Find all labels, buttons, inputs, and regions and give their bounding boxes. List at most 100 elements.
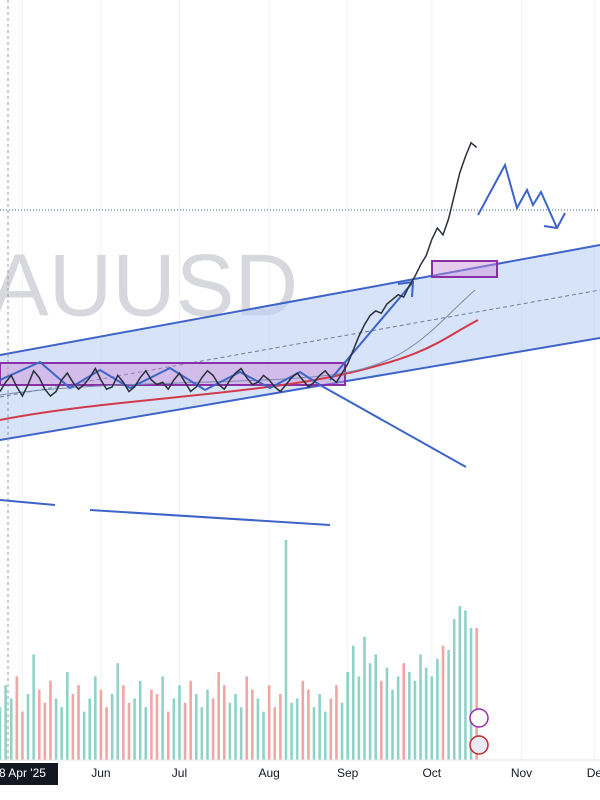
volume-bar: [43, 702, 47, 760]
x-tick-label: Jun: [91, 766, 110, 780]
volume-bar: [396, 676, 400, 760]
projection: [477, 162, 558, 229]
volume-bar: [267, 685, 271, 760]
arrowhead: [397, 280, 415, 298]
volume-bar: [346, 672, 349, 760]
volume-bar: [15, 676, 19, 760]
volume-bar: [65, 672, 69, 760]
volume-bar: [413, 680, 417, 760]
volume-bar: [94, 676, 97, 760]
moving-average: [0, 289, 476, 396]
moving-average: [0, 319, 479, 421]
volume-bar: [368, 663, 372, 760]
zigzag: [0, 360, 321, 392]
volume-bar: [138, 680, 142, 760]
x-ticks: 8 Apr '25 Jun Jul Aug Sep Oct Nov De: [0, 766, 600, 780]
volume-bar: [385, 667, 389, 760]
volume-bar: [110, 694, 114, 760]
volume-bar: [402, 663, 406, 760]
trend-line: [89, 509, 331, 526]
volume-bar: [391, 689, 394, 760]
volume-bar: [122, 685, 125, 760]
volume-bar: [284, 540, 288, 760]
arrow: [329, 281, 414, 381]
volume-bar: [458, 606, 462, 760]
volume-bar: [262, 711, 265, 760]
x-tick-label: Sep: [337, 766, 359, 780]
volume-bar: [99, 689, 103, 760]
volume-bar: [21, 711, 24, 760]
channel-bottom: [0, 337, 600, 441]
volume-bar: [430, 676, 434, 760]
volume-bar: [419, 654, 422, 760]
volume-bar: [239, 707, 243, 760]
event-icon[interactable]: [469, 708, 489, 728]
volume-bar: [172, 698, 176, 760]
volume-bar: [279, 694, 282, 760]
volume-bar: [26, 694, 30, 760]
volume-bar: [340, 702, 344, 760]
volume-bar: [178, 685, 181, 760]
x-tick-label: Oct: [422, 766, 441, 780]
volume-bar: [357, 676, 361, 760]
volume-bar: [312, 707, 316, 760]
volume-bar: [222, 685, 226, 760]
x-tick-label: Jul: [172, 766, 187, 780]
volume-bar: [144, 707, 148, 760]
volume-bar: [301, 680, 305, 760]
volume-bar: [37, 689, 41, 760]
zone-box: [431, 260, 498, 278]
volume-bar: [0, 707, 2, 760]
volume-bar: [127, 702, 131, 760]
volume-bar: [374, 654, 378, 760]
volume-bar: [351, 645, 355, 760]
channel-fill: [0, 245, 600, 440]
volume-bar: [4, 685, 7, 760]
volume-bar: [161, 676, 164, 760]
channel-top: [0, 244, 600, 356]
price: [0, 141, 478, 398]
volume-bar: [71, 694, 75, 760]
volume-bar: [60, 707, 63, 760]
volume-bar: [408, 672, 411, 760]
volume-bar: [329, 698, 333, 760]
volume-bar: [9, 698, 13, 760]
trend-line: [0, 499, 56, 506]
volume-bar: [217, 672, 220, 760]
volume-bar: [256, 698, 260, 760]
volume-bar: [166, 711, 170, 760]
volume-bar: [273, 707, 277, 760]
x-axis: [0, 760, 600, 800]
volume: [0, 540, 478, 760]
volume-bar: [206, 689, 209, 760]
volume-bar: [469, 628, 473, 760]
volume-bar: [475, 628, 478, 760]
volume-bar: [211, 698, 215, 760]
volume-bar: [32, 654, 35, 760]
date-highlight: [0, 763, 58, 785]
x-tick-label: De: [587, 766, 600, 780]
volume-bar: [49, 680, 52, 760]
volume-bar: [380, 680, 383, 760]
volume-bar: [133, 698, 136, 760]
volume-bar: [183, 702, 187, 760]
trend-line: [319, 384, 467, 468]
arrowhead: [543, 212, 566, 230]
volume-bar: [105, 707, 108, 760]
volume-bar: [251, 689, 254, 760]
volume-bar: [436, 658, 439, 760]
x-tick-label: Aug: [258, 766, 279, 780]
volume-bar: [363, 636, 366, 760]
volume-bar: [189, 680, 192, 760]
volume-bar: [335, 685, 338, 760]
volume-bar: [245, 676, 249, 760]
event-icon[interactable]: [469, 735, 489, 755]
volume-bar: [323, 711, 327, 760]
volume-bar: [447, 650, 450, 760]
volume-bar: [441, 645, 445, 760]
price-line: [0, 141, 478, 398]
x-tick-label: Nov: [511, 766, 532, 780]
volume-bar: [77, 685, 80, 760]
volume-bar: [54, 698, 58, 760]
volume-bar: [424, 667, 428, 760]
